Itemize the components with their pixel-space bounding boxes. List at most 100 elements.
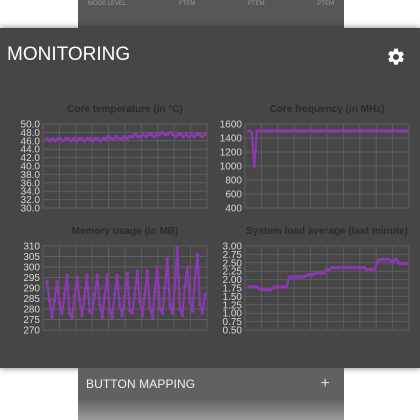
data-point — [338, 265, 342, 270]
background-page-top: MODE LEVEL FTEM PTEM PTEM — [78, 0, 344, 28]
data-point — [375, 259, 380, 263]
data-point — [190, 309, 195, 313]
y-tick-label: 1.00 — [223, 309, 243, 320]
data-point — [343, 129, 348, 133]
data-point — [45, 279, 49, 284]
chart-title: Core temperature (in °C) — [67, 104, 183, 115]
y-tick-label: 275 — [23, 315, 40, 326]
data-point — [47, 298, 52, 303]
background-cell: MODE LEVEL — [88, 1, 127, 7]
data-point — [340, 265, 345, 270]
data-point — [57, 300, 62, 305]
gear-icon[interactable] — [386, 47, 406, 67]
data-point — [138, 134, 143, 139]
data-point — [92, 292, 97, 297]
data-point — [188, 300, 192, 305]
data-point — [370, 267, 374, 272]
data-point — [343, 265, 348, 270]
y-tick-label: 2.50 — [223, 258, 243, 269]
data-point — [165, 132, 170, 137]
data-point — [85, 136, 89, 141]
data-point — [397, 129, 401, 133]
data-point — [80, 136, 84, 141]
data-point — [117, 303, 122, 307]
data-point — [354, 129, 358, 133]
data-point — [354, 265, 358, 270]
data-point — [98, 139, 103, 143]
data-point — [314, 271, 318, 275]
data-point — [322, 129, 326, 133]
data-point — [138, 298, 142, 303]
data-point — [391, 259, 396, 263]
data-point — [158, 307, 162, 311]
background-cell: PTEM — [317, 1, 334, 7]
data-point — [394, 257, 399, 262]
data-point — [114, 134, 119, 139]
data-point — [383, 257, 388, 262]
y-tick-label: 36.0 — [21, 178, 41, 189]
data-point — [373, 267, 377, 272]
data-point — [175, 246, 180, 250]
data-point — [135, 269, 140, 273]
data-point — [255, 129, 259, 133]
data-point — [122, 294, 127, 299]
data-point — [351, 265, 356, 270]
data-point — [290, 129, 294, 133]
core-frequency-chart: Core frequency (in MHz) 1600 1400 1200 1000 8… — [212, 100, 412, 220]
y-tick-label: 290 — [23, 284, 40, 295]
data-point — [255, 285, 259, 289]
data-point — [303, 129, 307, 133]
data-point — [72, 294, 77, 299]
data-point — [346, 129, 350, 133]
data-point — [102, 294, 107, 299]
data-point — [130, 311, 135, 315]
expand-plus-icon[interactable]: + — [320, 375, 330, 392]
data-point — [198, 303, 202, 307]
data-point — [249, 130, 254, 135]
data-point — [148, 305, 152, 309]
data-point — [274, 285, 278, 289]
data-point — [105, 273, 109, 278]
data-point — [180, 313, 185, 318]
data-point — [265, 287, 270, 292]
data-point — [87, 309, 92, 313]
data-point — [128, 134, 132, 139]
y-tick-label: 1.25 — [223, 300, 243, 311]
data-point — [80, 313, 84, 318]
data-point — [263, 287, 267, 292]
data-point — [149, 132, 154, 137]
y-tick-label: 300 — [23, 263, 40, 274]
data-point — [110, 315, 114, 320]
data-point — [90, 139, 95, 143]
chart-title: System load average (last minute) — [246, 226, 408, 237]
data-point — [141, 132, 146, 137]
data-point — [147, 132, 151, 137]
y-tick-label: 40.0 — [21, 162, 41, 173]
data-point — [173, 284, 177, 288]
y-tick-label: 270 — [23, 326, 40, 337]
data-point — [193, 275, 197, 280]
y-tick-label: 400 — [225, 204, 242, 215]
data-point — [160, 130, 164, 135]
data-point — [58, 136, 63, 141]
data-point — [362, 265, 366, 270]
data-point — [308, 129, 313, 133]
data-point — [300, 129, 305, 133]
data-point — [97, 303, 102, 307]
data-point — [183, 284, 187, 288]
data-point — [95, 273, 99, 278]
chart-svg: System load average (last minute)3.002.7… — [223, 226, 410, 337]
data-point — [107, 309, 112, 313]
data-point — [195, 132, 199, 137]
button-mapping-row[interactable]: BUTTON MAPPING + — [78, 368, 344, 400]
y-tick-label: 50.0 — [21, 120, 41, 131]
y-tick-label: 800 — [225, 176, 242, 187]
monitoring-modal: MONITORING Core temperature (in °C) 50.0 4… — [0, 28, 420, 368]
data-point — [133, 292, 137, 297]
data-point — [373, 129, 377, 133]
data-point — [322, 271, 326, 275]
data-point — [319, 129, 324, 133]
data-point — [351, 129, 356, 133]
data-point — [150, 315, 155, 320]
data-point — [276, 129, 281, 133]
